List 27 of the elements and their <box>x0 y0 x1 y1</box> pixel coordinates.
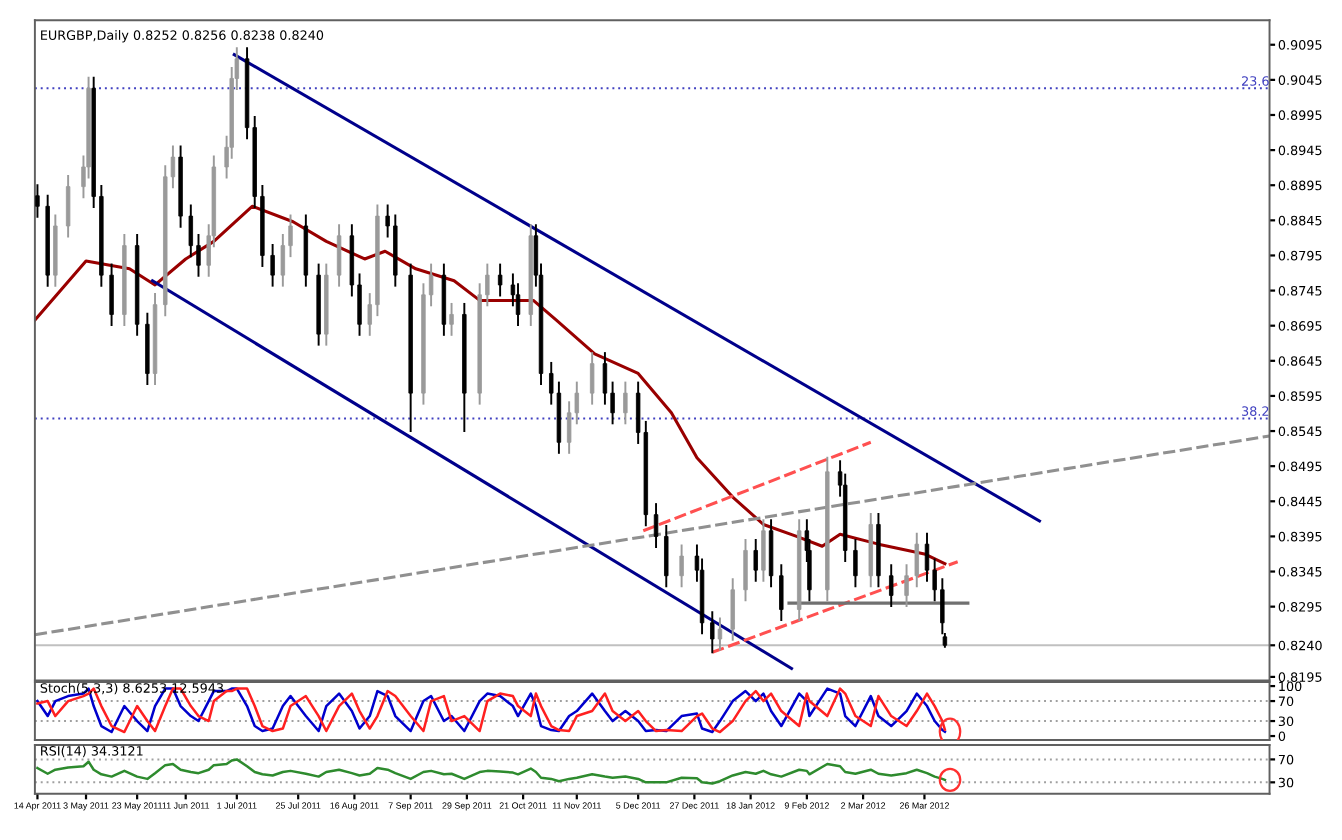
candlestick <box>623 381 628 425</box>
candlestick <box>889 564 894 607</box>
candlestick <box>753 538 758 582</box>
candlestick <box>602 352 608 405</box>
candlestick <box>853 538 858 588</box>
candlestick <box>653 503 659 548</box>
candlestick <box>904 564 909 607</box>
candlestick <box>336 224 342 287</box>
candlestick <box>761 519 766 582</box>
candlestick <box>730 578 735 641</box>
candlestick <box>679 544 684 588</box>
candlestick <box>589 352 595 405</box>
candlestick <box>914 532 919 588</box>
candlestick <box>270 243 275 287</box>
candlestick <box>35 184 40 218</box>
candlestick <box>449 302 454 336</box>
candlestick <box>743 538 748 602</box>
candlestick <box>109 263 114 326</box>
candlestick <box>768 519 774 588</box>
candlestick <box>717 617 723 651</box>
candlestick <box>710 611 715 654</box>
candlestick <box>188 204 194 258</box>
candlestick <box>779 564 784 621</box>
candlestick <box>65 175 71 238</box>
candlestick <box>924 532 930 582</box>
candlestick <box>497 263 503 297</box>
candlestick <box>664 524 669 588</box>
